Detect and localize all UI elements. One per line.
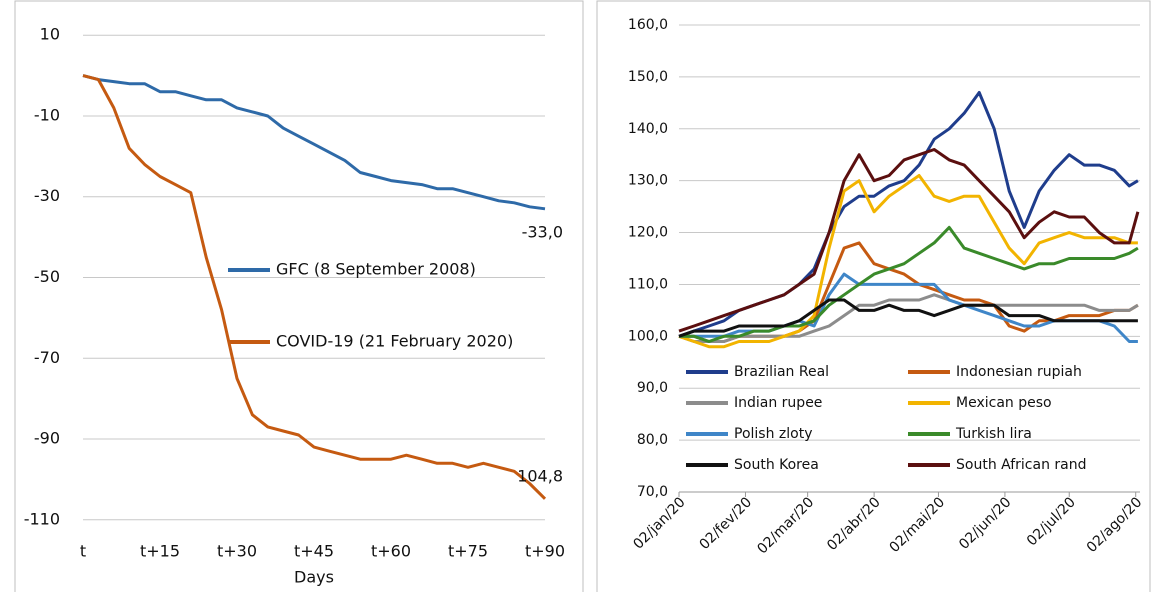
legend-label: Polish zloty bbox=[734, 426, 812, 442]
y-tick-label: -50 bbox=[34, 267, 60, 286]
x-tick-label: t+15 bbox=[140, 542, 180, 561]
series-line bbox=[82, 74, 547, 500]
x-tick-label: t+30 bbox=[217, 542, 257, 561]
legend-label: Turkish lira bbox=[955, 426, 1032, 442]
y-tick-label: 100,0 bbox=[628, 328, 668, 344]
y-tick-label: 10 bbox=[40, 25, 60, 44]
x-tick-label: t+90 bbox=[525, 542, 565, 561]
y-tick-label: 130,0 bbox=[628, 173, 668, 189]
y-tick-label: 80,0 bbox=[637, 432, 668, 448]
y-tick-label: -10 bbox=[34, 105, 60, 124]
series-line bbox=[678, 298, 1138, 338]
legend-label: Brazilian Real bbox=[734, 364, 829, 380]
x-tick-label: t+75 bbox=[448, 542, 488, 561]
y-tick-label: -30 bbox=[34, 186, 60, 205]
x-tick-label: 02/abr/20 bbox=[824, 494, 884, 554]
series-line bbox=[678, 174, 1138, 349]
legend-label: South African rand bbox=[956, 457, 1086, 473]
legend-label: Mexican peso bbox=[956, 395, 1052, 411]
x-tick-label: 02/jun/20 bbox=[956, 494, 1014, 552]
panel-frame bbox=[14, 0, 584, 592]
x-tick-label: 02/ago/20 bbox=[1084, 494, 1146, 556]
y-tick-label: -70 bbox=[34, 348, 60, 367]
x-tick-label: 02/fev/20 bbox=[697, 494, 756, 553]
y-tick-label: 160,0 bbox=[628, 17, 668, 33]
legend-label: South Korea bbox=[734, 457, 819, 473]
legend-label: COVID-19 (21 February 2020) bbox=[276, 332, 513, 351]
y-tick-label: 140,0 bbox=[628, 121, 668, 137]
y-tick-label: -90 bbox=[34, 429, 60, 448]
data-label: -33,0 bbox=[522, 222, 563, 241]
legend-label: GFC (8 September 2008) bbox=[276, 260, 476, 279]
x-tick-label: 02/mai/20 bbox=[886, 494, 948, 556]
x-tick-label: 02/jul/20 bbox=[1024, 494, 1079, 549]
y-tick-label: 120,0 bbox=[628, 225, 668, 241]
x-tick-label: 02/mar/20 bbox=[754, 494, 817, 557]
legend-label: Indonesian rupiah bbox=[956, 364, 1082, 380]
y-tick-label: 90,0 bbox=[637, 380, 668, 396]
series-line bbox=[679, 225, 1139, 343]
x-tick-label: t bbox=[80, 542, 86, 561]
x-tick-label: t+60 bbox=[371, 542, 411, 561]
legend-label: Indian rupee bbox=[734, 395, 822, 411]
series-line bbox=[678, 293, 1139, 343]
y-tick-label: 150,0 bbox=[628, 69, 668, 85]
data-label: 104,8 bbox=[517, 466, 563, 485]
panel-frame bbox=[596, 0, 1151, 592]
series-line bbox=[82, 74, 546, 211]
x-axis-label: Days bbox=[294, 568, 334, 587]
series-line bbox=[678, 148, 1140, 333]
x-tick-label: 02/jan/20 bbox=[630, 494, 688, 552]
y-tick-label: -110 bbox=[24, 509, 60, 528]
x-tick-label: t+45 bbox=[294, 542, 334, 561]
y-tick-label: 70,0 bbox=[637, 484, 668, 500]
y-tick-label: 110,0 bbox=[628, 276, 668, 292]
